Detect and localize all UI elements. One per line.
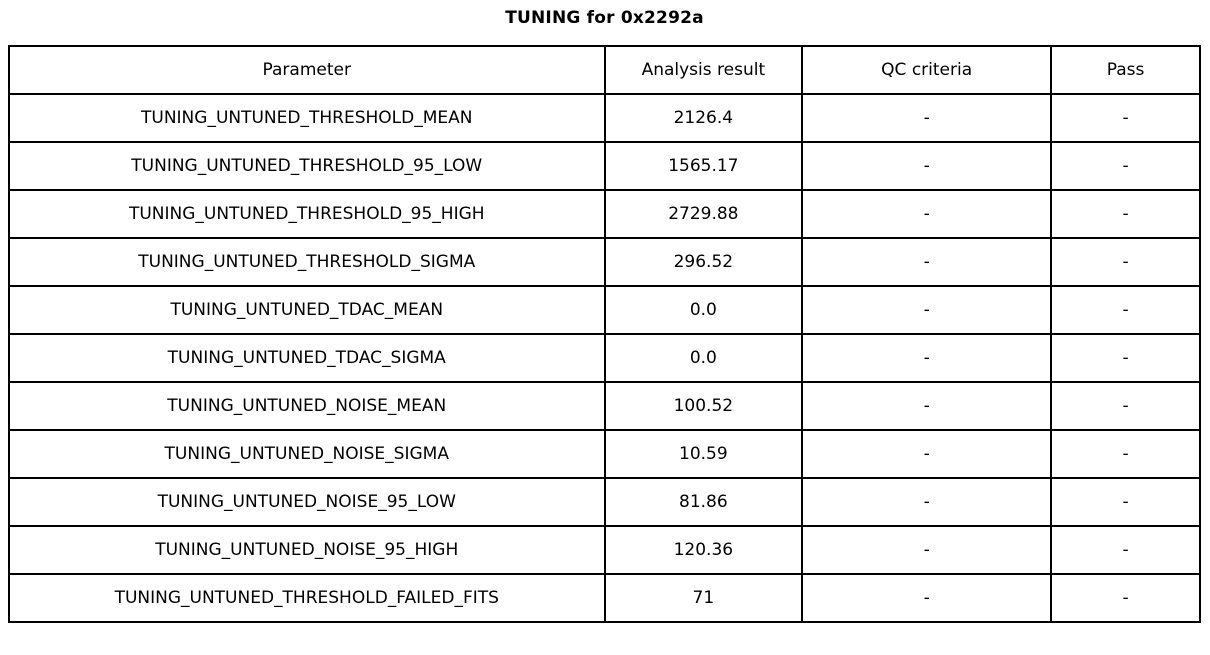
cell-qc-criteria: -	[801, 573, 1053, 623]
table-row: TUNING_UNTUNED_THRESHOLD_FAILED_FITS 71 …	[8, 573, 1201, 623]
cell-qc-criteria: -	[801, 429, 1053, 479]
cell-parameter: TUNING_UNTUNED_TDAC_SIGMA	[8, 333, 606, 383]
cell-pass: -	[1050, 285, 1201, 335]
column-header-qc-criteria: QC criteria	[801, 45, 1053, 95]
cell-qc-criteria: -	[801, 285, 1053, 335]
cell-analysis-result: 2126.4	[603, 93, 804, 143]
cell-qc-criteria: -	[801, 525, 1053, 575]
cell-qc-criteria: -	[801, 93, 1053, 143]
cell-pass: -	[1050, 189, 1201, 239]
cell-analysis-result: 0.0	[603, 333, 804, 383]
cell-pass: -	[1050, 333, 1201, 383]
cell-qc-criteria: -	[801, 333, 1053, 383]
column-header-analysis-result: Analysis result	[603, 45, 804, 95]
cell-parameter: TUNING_UNTUNED_THRESHOLD_MEAN	[8, 93, 606, 143]
cell-pass: -	[1050, 525, 1201, 575]
column-header-pass: Pass	[1050, 45, 1201, 95]
table-row: TUNING_UNTUNED_NOISE_95_LOW 81.86 - -	[8, 477, 1201, 527]
cell-pass: -	[1050, 141, 1201, 191]
table-row: TUNING_UNTUNED_TDAC_MEAN 0.0 - -	[8, 285, 1201, 335]
cell-analysis-result: 81.86	[603, 477, 804, 527]
cell-parameter: TUNING_UNTUNED_THRESHOLD_FAILED_FITS	[8, 573, 606, 623]
cell-qc-criteria: -	[801, 237, 1053, 287]
cell-pass: -	[1050, 429, 1201, 479]
table-row: TUNING_UNTUNED_THRESHOLD_MEAN 2126.4 - -	[8, 93, 1201, 143]
cell-parameter: TUNING_UNTUNED_NOISE_MEAN	[8, 381, 606, 431]
cell-parameter: TUNING_UNTUNED_NOISE_SIGMA	[8, 429, 606, 479]
page-title: TUNING for 0x2292a	[505, 8, 704, 28]
table-row: TUNING_UNTUNED_THRESHOLD_95_LOW 1565.17 …	[8, 141, 1201, 191]
cell-pass: -	[1050, 381, 1201, 431]
cell-pass: -	[1050, 573, 1201, 623]
cell-analysis-result: 71	[603, 573, 804, 623]
cell-pass: -	[1050, 477, 1201, 527]
cell-parameter: TUNING_UNTUNED_NOISE_95_LOW	[8, 477, 606, 527]
cell-parameter: TUNING_UNTUNED_THRESHOLD_95_LOW	[8, 141, 606, 191]
cell-qc-criteria: -	[801, 477, 1053, 527]
cell-qc-criteria: -	[801, 381, 1053, 431]
table-row: TUNING_UNTUNED_THRESHOLD_SIGMA 296.52 - …	[8, 237, 1201, 287]
table-row: TUNING_UNTUNED_NOISE_SIGMA 10.59 - -	[8, 429, 1201, 479]
cell-analysis-result: 120.36	[603, 525, 804, 575]
cell-parameter: TUNING_UNTUNED_THRESHOLD_SIGMA	[8, 237, 606, 287]
cell-qc-criteria: -	[801, 189, 1053, 239]
cell-analysis-result: 1565.17	[603, 141, 804, 191]
table-row: TUNING_UNTUNED_THRESHOLD_95_HIGH 2729.88…	[8, 189, 1201, 239]
cell-analysis-result: 296.52	[603, 237, 804, 287]
table-row: TUNING_UNTUNED_NOISE_95_HIGH 120.36 - -	[8, 525, 1201, 575]
cell-pass: -	[1050, 237, 1201, 287]
cell-analysis-result: 0.0	[603, 285, 804, 335]
cell-analysis-result: 2729.88	[603, 189, 804, 239]
cell-parameter: TUNING_UNTUNED_TDAC_MEAN	[8, 285, 606, 335]
column-header-parameter: Parameter	[8, 45, 606, 95]
cell-parameter: TUNING_UNTUNED_NOISE_95_HIGH	[8, 525, 606, 575]
cell-parameter: TUNING_UNTUNED_THRESHOLD_95_HIGH	[8, 189, 606, 239]
table-row: TUNING_UNTUNED_TDAC_SIGMA 0.0 - -	[8, 333, 1201, 383]
header-row: Parameter Analysis result QC criteria Pa…	[8, 45, 1201, 95]
cell-pass: -	[1050, 93, 1201, 143]
tuning-table: Parameter Analysis result QC criteria Pa…	[8, 45, 1201, 623]
cell-qc-criteria: -	[801, 141, 1053, 191]
table-row: TUNING_UNTUNED_NOISE_MEAN 100.52 - -	[8, 381, 1201, 431]
cell-analysis-result: 100.52	[603, 381, 804, 431]
cell-analysis-result: 10.59	[603, 429, 804, 479]
